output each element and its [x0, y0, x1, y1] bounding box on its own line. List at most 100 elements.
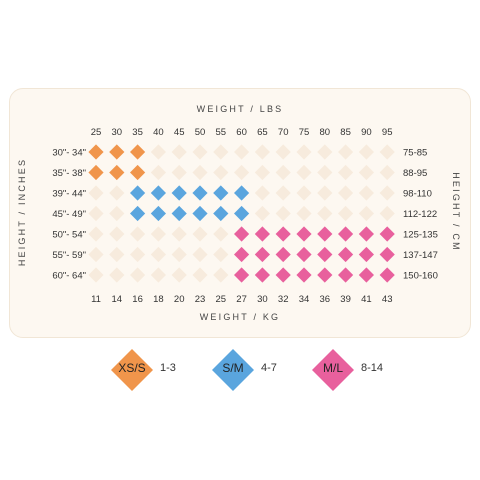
height-cm-label: 125-135 — [403, 230, 438, 241]
lbs-tick-label: 95 — [382, 127, 393, 138]
lbs-tick-label: 85 — [340, 127, 351, 138]
height-inches-label: 35"- 38" — [52, 168, 86, 179]
size-cell-m-l — [358, 267, 374, 283]
size-cell-s-m — [234, 185, 250, 201]
size-cell-m-l — [234, 246, 250, 263]
size-cell-m-l — [254, 267, 270, 283]
empty-cell — [379, 205, 395, 222]
empty-cell — [254, 205, 270, 222]
empty-cell — [192, 164, 208, 181]
legend-diamond — [312, 349, 354, 391]
size-cell-m-l — [338, 246, 354, 263]
kg-tick-label: 18 — [153, 294, 164, 305]
empty-cell — [317, 164, 333, 181]
size-cell-m-l — [234, 267, 250, 283]
kg-tick-label: 39 — [340, 294, 351, 305]
size-cell-m-l — [317, 246, 333, 263]
size-cell-m-l — [379, 267, 395, 283]
empty-cell — [109, 205, 125, 222]
empty-cell — [379, 144, 395, 160]
empty-cell — [150, 267, 166, 283]
empty-cell — [296, 185, 312, 201]
empty-cell — [254, 144, 270, 160]
empty-cell — [275, 205, 291, 222]
empty-cell — [150, 164, 166, 181]
empty-cell — [150, 144, 166, 160]
size-cell-m-l — [234, 226, 250, 242]
empty-cell — [150, 226, 166, 242]
empty-cell — [171, 226, 187, 242]
empty-cell — [213, 246, 229, 263]
lbs-tick-label: 50 — [195, 127, 206, 138]
empty-cell — [213, 164, 229, 181]
empty-cell — [109, 185, 125, 201]
empty-cell — [171, 144, 187, 160]
height-inches-label: 50"- 54" — [52, 230, 86, 241]
empty-cell — [192, 144, 208, 160]
empty-cell — [171, 267, 187, 283]
size-cell-s-m — [150, 185, 166, 201]
size-cell-m-l — [317, 226, 333, 242]
size-cell-m-l — [358, 226, 374, 242]
empty-cell — [213, 267, 229, 283]
empty-cell — [192, 226, 208, 242]
lbs-tick-label: 80 — [320, 127, 331, 138]
size-cell-m-l — [296, 246, 312, 263]
empty-cell — [88, 267, 104, 283]
size-cell-xs-s — [130, 164, 146, 181]
height-cm-label: 137-147 — [403, 250, 438, 261]
kg-tick-label: 32 — [278, 294, 289, 305]
size-cell-m-l — [254, 226, 270, 242]
height-inches-label: 39"- 44" — [52, 189, 86, 200]
height-inches-label: 45"- 49" — [52, 209, 86, 220]
empty-cell — [379, 164, 395, 181]
size-cell-s-m — [130, 185, 146, 201]
size-cell-s-m — [192, 205, 208, 222]
empty-cell — [317, 205, 333, 222]
legend-range-label: 1-3 — [160, 362, 176, 374]
size-cell-xs-s — [130, 144, 146, 160]
size-cell-xs-s — [109, 164, 125, 181]
empty-cell — [213, 226, 229, 242]
height-cm-label: 75-85 — [403, 148, 427, 159]
empty-cell — [254, 164, 270, 181]
size-cell-s-m — [192, 185, 208, 201]
lbs-tick-label: 25 — [91, 127, 102, 138]
empty-cell — [88, 185, 104, 201]
empty-cell — [338, 185, 354, 201]
size-cell-s-m — [171, 205, 187, 222]
size-cell-s-m — [213, 205, 229, 222]
empty-cell — [275, 164, 291, 181]
empty-cell — [358, 144, 374, 160]
empty-cell — [317, 144, 333, 160]
size-cell-m-l — [296, 267, 312, 283]
empty-cell — [130, 226, 146, 242]
legend-range-label: 4-7 — [261, 362, 277, 374]
empty-cell — [88, 246, 104, 263]
empty-cell — [171, 164, 187, 181]
empty-cell — [109, 246, 125, 263]
kg-tick-label: 16 — [132, 294, 143, 305]
empty-cell — [150, 246, 166, 263]
legend-size-label: XS/S — [118, 361, 146, 375]
size-cell-s-m — [171, 185, 187, 201]
empty-cell — [234, 164, 250, 181]
empty-cell — [338, 205, 354, 222]
legend-diamond — [212, 349, 254, 391]
empty-cell — [358, 185, 374, 201]
size-cell-m-l — [275, 226, 291, 242]
kg-tick-label: 11 — [91, 294, 101, 305]
height-inches-label: 60"- 64" — [52, 271, 86, 282]
empty-cell — [88, 226, 104, 242]
empty-cell — [171, 246, 187, 263]
kg-tick-label: 27 — [236, 294, 247, 305]
height-cm-label: 150-160 — [403, 271, 438, 282]
bottom-axis-title: WEIGHT / KG — [199, 312, 281, 322]
legend-diamond — [111, 349, 153, 391]
kg-tick-label: 14 — [112, 294, 123, 305]
size-cell-m-l — [254, 246, 270, 263]
lbs-tick-label: 65 — [257, 127, 268, 138]
empty-cell — [275, 185, 291, 201]
size-cell-m-l — [275, 267, 291, 283]
height-inches-label: 30"- 34" — [52, 148, 86, 159]
